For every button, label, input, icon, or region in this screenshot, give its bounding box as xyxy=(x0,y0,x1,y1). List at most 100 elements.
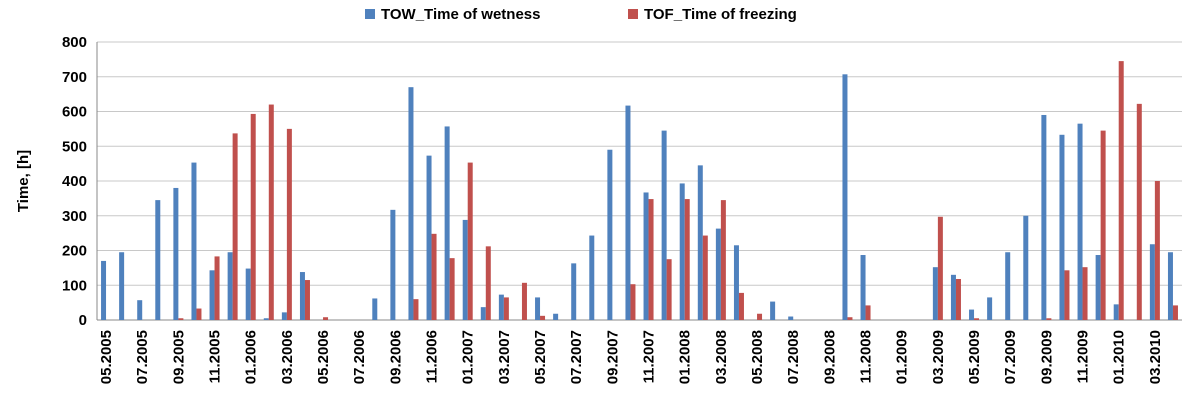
bar xyxy=(1167,252,1173,320)
x-tick-label: 05.2005 xyxy=(98,330,115,384)
x-tick-label: 03.2009 xyxy=(930,330,947,384)
x-tick-label: 09.2006 xyxy=(387,330,404,384)
y-tick-label: 700 xyxy=(62,69,87,86)
y-tick-label: 0 xyxy=(79,312,87,329)
legend-label: TOF_Time of freezing xyxy=(644,6,797,23)
bar xyxy=(426,155,432,320)
bar xyxy=(571,263,577,320)
x-tick-label: 11.2009 xyxy=(1075,330,1092,383)
bar xyxy=(268,104,274,320)
bar xyxy=(1077,123,1083,320)
x-tick-label: 09.2008 xyxy=(821,330,838,384)
bar xyxy=(1149,244,1155,320)
bar xyxy=(1082,267,1088,320)
bar xyxy=(503,297,509,320)
x-tick-label: 01.2007 xyxy=(460,330,477,384)
x-tick-label: 01.2010 xyxy=(1111,330,1128,384)
bar xyxy=(462,219,468,320)
bar xyxy=(281,312,287,320)
bar xyxy=(607,149,613,320)
x-tick-label: 05.2006 xyxy=(315,330,332,384)
x-tick-label: 07.2008 xyxy=(785,330,802,384)
bar xyxy=(372,298,378,320)
bar xyxy=(467,162,473,320)
bar xyxy=(178,318,184,320)
bar xyxy=(299,272,305,320)
bar xyxy=(950,274,956,320)
x-tick-label: 03.2007 xyxy=(496,330,513,384)
y-tick-label: 600 xyxy=(62,104,87,121)
y-tick-label: 300 xyxy=(62,208,87,225)
bar xyxy=(191,162,197,320)
bar xyxy=(498,294,504,320)
x-tick-label: 01.2009 xyxy=(894,330,911,384)
bar xyxy=(847,317,853,320)
bar xyxy=(702,235,708,320)
bar xyxy=(209,270,215,320)
bar xyxy=(1118,61,1124,321)
x-tick-label: 11.2007 xyxy=(641,330,658,383)
legend-swatch xyxy=(365,9,375,19)
bar xyxy=(137,300,143,320)
bar xyxy=(937,216,943,320)
bar xyxy=(932,267,938,320)
bar xyxy=(684,199,690,320)
bar xyxy=(101,260,107,320)
x-tick-label: 09.2005 xyxy=(170,330,187,384)
bar xyxy=(625,105,631,320)
bar xyxy=(390,209,396,320)
bar xyxy=(1023,215,1029,320)
x-tick-label: 09.2007 xyxy=(604,330,621,384)
bar xyxy=(480,307,486,320)
y-tick-label: 500 xyxy=(62,138,87,155)
bar xyxy=(757,313,763,320)
bar xyxy=(535,297,541,320)
x-tick-label: 07.2009 xyxy=(1002,330,1019,384)
bar xyxy=(521,282,527,320)
bar xyxy=(1005,252,1011,320)
y-tick-label: 100 xyxy=(62,277,87,294)
x-tick-label: 07.2006 xyxy=(351,330,368,384)
bar xyxy=(304,280,310,320)
bar xyxy=(1172,305,1178,320)
bar xyxy=(444,126,450,320)
bar xyxy=(648,199,654,320)
x-tick-label: 07.2005 xyxy=(134,330,151,384)
bar xyxy=(1041,114,1047,320)
bar xyxy=(860,255,866,320)
x-tick-label: 11.2006 xyxy=(424,330,441,383)
bar xyxy=(1136,103,1142,320)
bar xyxy=(715,228,721,320)
bar xyxy=(323,317,329,320)
bar xyxy=(770,301,776,320)
bar xyxy=(1095,255,1101,320)
bar xyxy=(842,74,848,320)
bar xyxy=(449,258,455,320)
y-tick-label: 800 xyxy=(62,34,87,51)
bar xyxy=(738,292,744,320)
bar xyxy=(643,192,649,320)
x-tick-label: 03.2010 xyxy=(1147,330,1164,384)
bar xyxy=(865,305,871,320)
bar xyxy=(969,309,975,320)
bar xyxy=(987,297,993,320)
bar xyxy=(630,284,636,320)
bar xyxy=(697,165,703,320)
bar xyxy=(733,245,739,320)
x-tick-label: 11.2005 xyxy=(207,330,224,383)
y-tick-label: 200 xyxy=(62,243,87,260)
x-tick-label: 05.2008 xyxy=(749,330,766,384)
legend-swatch xyxy=(628,9,638,19)
bar xyxy=(119,252,125,320)
bar xyxy=(1064,270,1070,320)
bar xyxy=(666,259,672,320)
x-tick-label: 07.2007 xyxy=(568,330,585,384)
bar xyxy=(227,252,233,320)
x-tick-label: 09.2009 xyxy=(1038,330,1055,384)
y-axis-label: Time, [h] xyxy=(15,150,32,212)
x-tick-label: 05.2007 xyxy=(532,330,549,384)
bar xyxy=(250,113,256,321)
bar xyxy=(1046,318,1052,320)
bar xyxy=(1100,130,1106,320)
